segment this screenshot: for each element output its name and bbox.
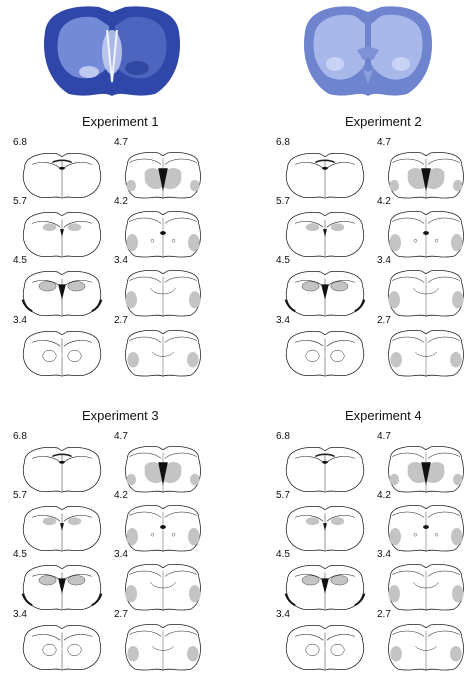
- brain-section-diagram: [280, 149, 370, 201]
- experiment-title: Experiment 3: [82, 408, 159, 423]
- brain-section-diagram: [17, 561, 107, 613]
- bregma-label: 4.2: [114, 196, 128, 207]
- brain-section-diagram: [17, 208, 107, 260]
- bregma-label: 5.7: [13, 196, 27, 207]
- bregma-label: 6.8: [276, 431, 290, 442]
- bregma-label: 2.7: [377, 315, 391, 326]
- brain-section-diagram: [381, 149, 471, 201]
- bregma-label: 3.4: [276, 609, 290, 620]
- brain-photo-right: [297, 2, 439, 99]
- brain-section-diagram: [118, 327, 208, 379]
- bregma-label: 4.5: [13, 549, 27, 560]
- bregma-label: 3.4: [13, 315, 27, 326]
- bregma-label: 4.2: [377, 196, 391, 207]
- brain-section-diagram: [381, 621, 471, 673]
- brain-section-diagram: [381, 561, 471, 613]
- bregma-label: 4.7: [114, 431, 128, 442]
- brain-section-diagram: [280, 502, 370, 554]
- brain-section-diagram: [280, 327, 370, 379]
- bregma-label: 3.4: [377, 255, 391, 266]
- bregma-label: 4.2: [377, 490, 391, 501]
- bregma-label: 4.2: [114, 490, 128, 501]
- brain-section-diagram: [17, 621, 107, 673]
- bregma-label: 5.7: [276, 196, 290, 207]
- brain-section-diagram: [381, 208, 471, 260]
- bregma-label: 6.8: [13, 137, 27, 148]
- brain-section-diagram: [118, 621, 208, 673]
- brain-section-diagram: [118, 208, 208, 260]
- brain-section-diagram: [118, 443, 208, 495]
- bregma-label: 4.7: [114, 137, 128, 148]
- brain-section-diagram: [118, 149, 208, 201]
- bregma-label: 3.4: [114, 255, 128, 266]
- experiment-title: Experiment 2: [345, 114, 422, 129]
- brain-section-diagram: [381, 502, 471, 554]
- bregma-label: 3.4: [377, 549, 391, 560]
- brain-section-diagram: [17, 267, 107, 319]
- experiment-title: Experiment 4: [345, 408, 422, 423]
- brain-section-diagram: [118, 502, 208, 554]
- bregma-label: 5.7: [13, 490, 27, 501]
- bregma-label: 4.7: [377, 431, 391, 442]
- bregma-label: 2.7: [114, 609, 128, 620]
- brain-section-diagram: [280, 621, 370, 673]
- experiment-title: Experiment 1: [82, 114, 159, 129]
- brain-section-diagram: [381, 267, 471, 319]
- brain-section-diagram: [280, 267, 370, 319]
- bregma-label: 4.7: [377, 137, 391, 148]
- bregma-label: 4.5: [276, 549, 290, 560]
- bregma-label: 2.7: [114, 315, 128, 326]
- bregma-label: 2.7: [377, 609, 391, 620]
- brain-section-diagram: [17, 443, 107, 495]
- brain-section-diagram: [118, 267, 208, 319]
- brain-section-diagram: [280, 443, 370, 495]
- bregma-label: 5.7: [276, 490, 290, 501]
- bregma-label: 6.8: [13, 431, 27, 442]
- bregma-label: 4.5: [276, 255, 290, 266]
- bregma-label: 4.5: [13, 255, 27, 266]
- bregma-label: 3.4: [13, 609, 27, 620]
- brain-section-diagram: [17, 502, 107, 554]
- brain-section-diagram: [280, 561, 370, 613]
- brain-section-diagram: [17, 327, 107, 379]
- brain-section-diagram: [118, 561, 208, 613]
- brain-section-diagram: [381, 443, 471, 495]
- bregma-label: 3.4: [276, 315, 290, 326]
- brain-photo-left: [37, 2, 187, 99]
- bregma-label: 6.8: [276, 137, 290, 148]
- brain-section-diagram: [17, 149, 107, 201]
- brain-section-diagram: [280, 208, 370, 260]
- bregma-label: 3.4: [114, 549, 128, 560]
- brain-section-diagram: [381, 327, 471, 379]
